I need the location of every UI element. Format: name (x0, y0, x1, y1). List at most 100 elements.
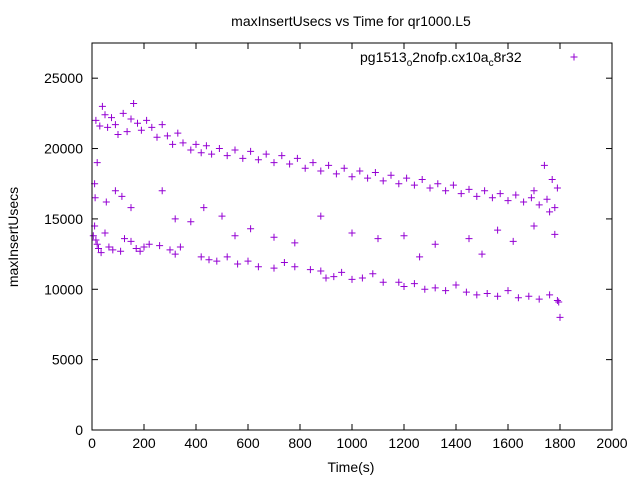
data-point (421, 285, 429, 293)
data-point (309, 159, 317, 167)
data-point (93, 240, 101, 248)
data-point (244, 257, 252, 265)
data-point (465, 235, 473, 243)
data-point (442, 187, 450, 195)
data-point (431, 240, 439, 248)
data-point (156, 242, 164, 250)
data-point (504, 197, 512, 205)
data-point (109, 246, 117, 254)
data-point (101, 229, 109, 237)
data-point (145, 240, 153, 248)
data-point (215, 145, 223, 153)
data-point (496, 190, 504, 198)
data-point (105, 243, 113, 251)
data-point (400, 232, 408, 240)
data-point (223, 253, 231, 261)
data-point (97, 249, 105, 257)
data-point (449, 181, 457, 189)
data-point (192, 140, 200, 148)
data-point (395, 278, 403, 286)
data-point (140, 243, 148, 251)
x-tick-label: 800 (288, 435, 312, 451)
data-point (208, 150, 216, 158)
y-tick-label: 20000 (44, 141, 83, 157)
data-point (234, 260, 242, 268)
data-point (286, 160, 294, 168)
data-point (535, 295, 543, 303)
data-point (553, 184, 561, 192)
data-point (127, 115, 135, 123)
data-point (546, 208, 554, 216)
data-point (137, 126, 145, 134)
x-tick-label: 1800 (544, 435, 575, 451)
data-point (494, 292, 502, 300)
data-point (509, 237, 517, 245)
axis-ticks: 0 200 400 600 800 1000 1200 1400 1600 1800 2000050… (44, 43, 628, 451)
data-point (127, 204, 135, 212)
data-point (322, 274, 330, 282)
data-point (488, 194, 496, 202)
data-point (478, 250, 486, 258)
y-axis-label: maxInsertUsecs (5, 187, 21, 287)
data-point (527, 194, 535, 202)
data-point (369, 270, 377, 278)
data-point (483, 289, 491, 297)
data-point (153, 133, 161, 141)
y-tick-label: 5000 (52, 352, 83, 368)
data-point (525, 292, 533, 300)
data-point (371, 168, 379, 176)
data-point (197, 253, 205, 261)
data-point (148, 123, 156, 131)
data-point (374, 235, 382, 243)
data-point (555, 298, 563, 306)
data-point (556, 313, 564, 321)
chart-title: maxInsertUsecs vs Time for qr1000.L5 (231, 13, 471, 29)
data-point (387, 171, 395, 179)
data-point (481, 187, 489, 195)
data-point (546, 291, 554, 299)
data-point (247, 147, 255, 155)
data-point (171, 250, 179, 258)
y-tick-label: 10000 (44, 281, 83, 297)
data-point (104, 123, 112, 131)
data-point (223, 152, 231, 160)
x-tick-label: 200 (132, 435, 156, 451)
data-point (179, 139, 187, 147)
y-tick-label: 0 (75, 422, 83, 438)
data-point (358, 274, 366, 282)
data-point (270, 264, 278, 272)
data-point (158, 121, 166, 129)
data-point (270, 159, 278, 167)
data-point (118, 192, 126, 200)
x-tick-label: 2000 (596, 435, 627, 451)
y-tick-label: 15000 (44, 211, 83, 227)
data-point (174, 129, 182, 137)
data-point (136, 247, 144, 255)
data-point (442, 287, 450, 295)
data-point (514, 294, 522, 302)
data-point (92, 116, 100, 124)
data-point (301, 164, 309, 172)
data-point (247, 225, 255, 233)
data-point (171, 215, 179, 223)
x-tick-label: 1600 (492, 435, 523, 451)
data-point (543, 195, 551, 203)
data-point (96, 122, 104, 130)
data-point (348, 275, 356, 283)
data-point (111, 187, 119, 195)
data-point (400, 282, 408, 290)
data-point (163, 132, 171, 140)
data-point (239, 154, 247, 162)
data-point (117, 247, 125, 255)
data-point (338, 268, 346, 276)
data-point (121, 235, 128, 243)
data-point (280, 259, 288, 267)
data-point (197, 149, 205, 157)
legend-marker-plus-icon (570, 53, 578, 61)
data-point (111, 121, 119, 129)
data-point (143, 116, 151, 124)
data-point (473, 291, 481, 299)
data-point (356, 167, 364, 175)
